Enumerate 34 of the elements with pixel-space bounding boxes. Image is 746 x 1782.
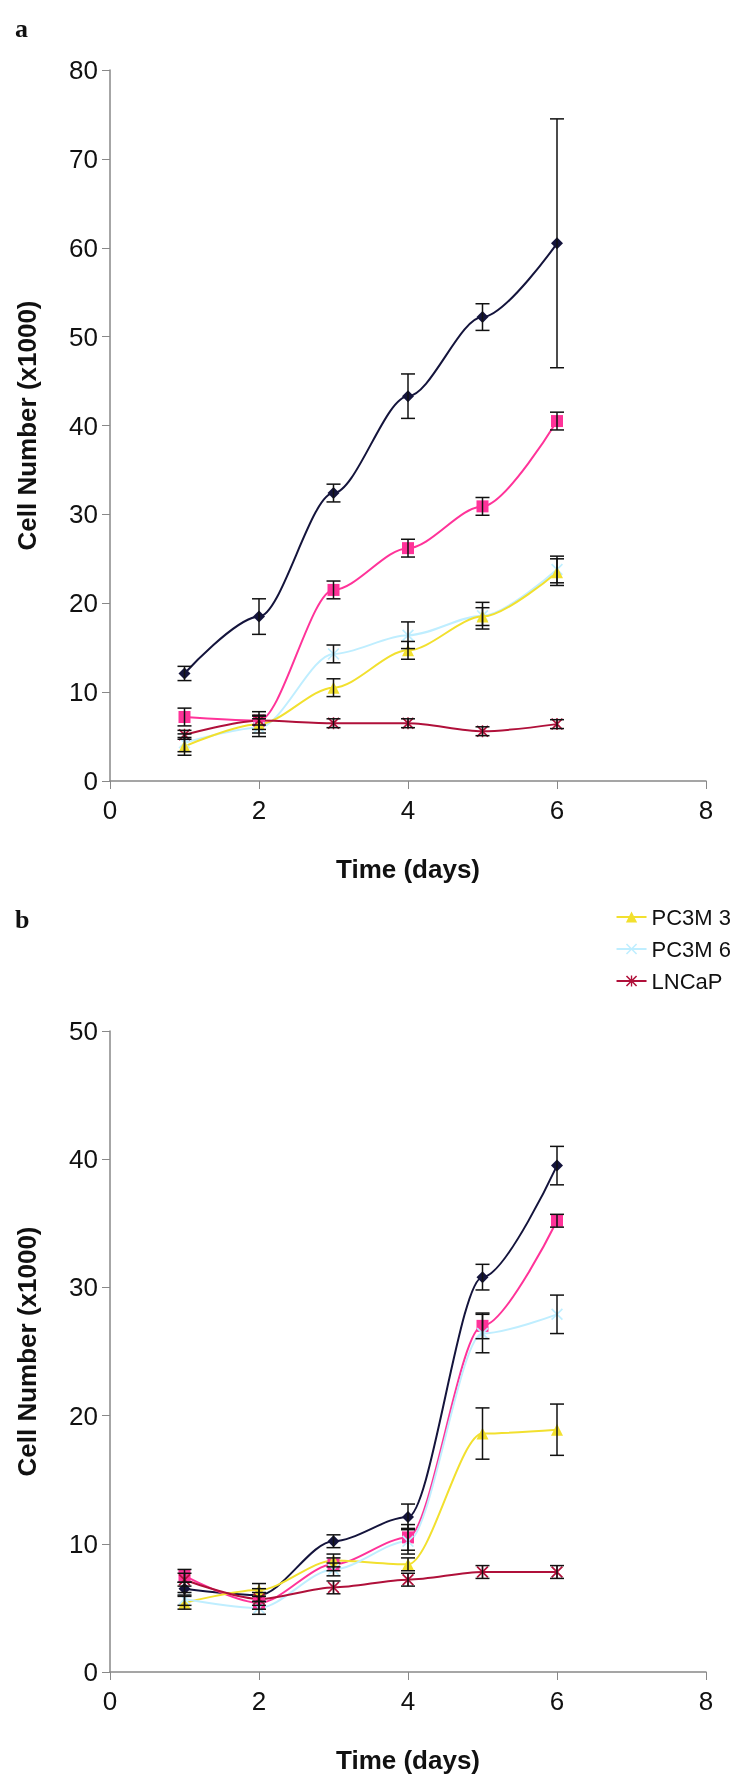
- y-tick-label: 0: [83, 1657, 98, 1687]
- y-tick-label: 30: [69, 499, 98, 530]
- legend-label: LNCaP: [651, 968, 723, 994]
- y-tick-label: 80: [69, 55, 98, 85]
- x-tick-label: 6: [549, 795, 565, 825]
- x-axis-title: Time (days): [335, 1745, 481, 1775]
- y-tick-label: 70: [69, 143, 98, 174]
- y-tick-label: 30: [69, 1272, 98, 1303]
- x-tick-label: 2: [251, 795, 267, 825]
- x-tick-label: 2: [251, 1686, 267, 1716]
- x-tick-label: 8: [698, 795, 714, 825]
- x-tick-label: 0: [102, 795, 118, 825]
- y-tick-label: 50: [69, 321, 98, 352]
- x-axis-title: Time (days): [335, 854, 481, 884]
- y-tick-label: 20: [69, 1400, 98, 1431]
- y-axis-title: Cell Number (x1000): [12, 300, 42, 551]
- x-tick-label: 4: [400, 795, 416, 825]
- legend-label: PC3M 6: [651, 936, 732, 962]
- x-tick-label: 6: [549, 1686, 565, 1716]
- x-tick-label: 4: [400, 1686, 416, 1716]
- chart-title: a: [15, 13, 28, 43]
- chart-title: b: [15, 904, 30, 934]
- x-tick-label: 0: [102, 1686, 118, 1716]
- y-tick-label: 10: [69, 1528, 98, 1559]
- y-tick-label: 40: [69, 410, 98, 441]
- y-tick-label: 60: [69, 232, 98, 263]
- legend-label: PC3M 3: [651, 904, 732, 930]
- y-tick-label: 20: [69, 588, 98, 619]
- y-axis-title: Cell Number (x1000): [12, 1226, 42, 1477]
- y-tick-label: 40: [69, 1144, 98, 1175]
- y-tick-label: 0: [83, 766, 98, 796]
- x-tick-label: 8: [698, 1686, 714, 1716]
- y-tick-label: 10: [69, 677, 98, 708]
- y-tick-label: 50: [69, 1016, 98, 1046]
